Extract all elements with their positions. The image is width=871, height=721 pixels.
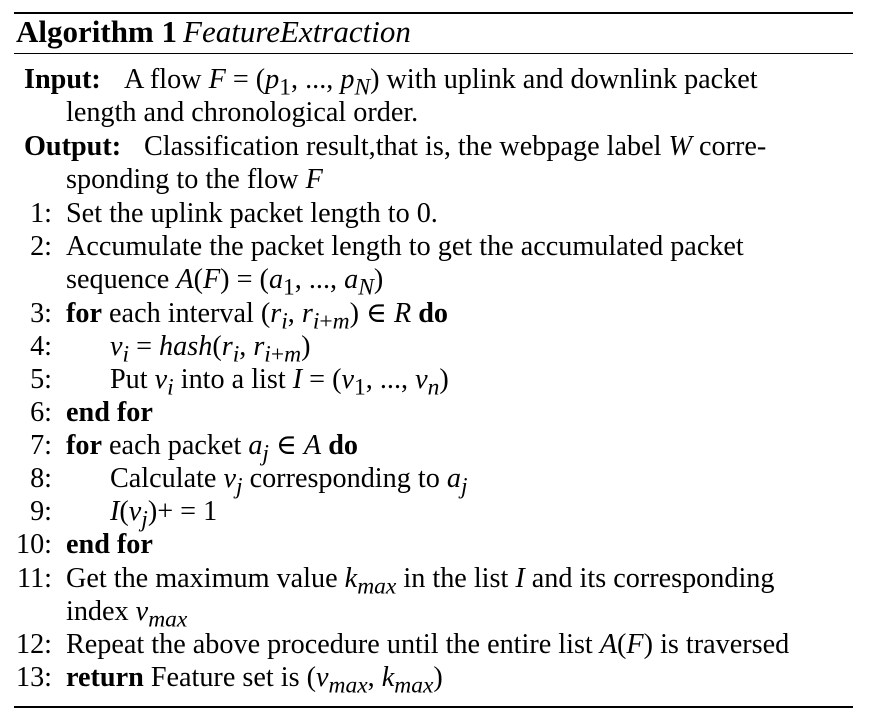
- title-rule: [14, 53, 853, 54]
- input-label: Input:: [24, 64, 101, 95]
- line-number: 9:: [30, 496, 52, 527]
- algorithm-name: FeatureExtraction: [183, 14, 411, 49]
- line-number: 8:: [30, 463, 52, 494]
- keyword-end-for: end for: [66, 397, 153, 428]
- step-text: I(vj)+ = 1: [110, 496, 218, 533]
- line-number: 5:: [30, 364, 52, 395]
- input-text-1: A flow F = (p1, ..., pN) with uplink and…: [124, 64, 758, 101]
- output-text-1: Classification result,that is, the webpa…: [144, 131, 767, 162]
- keyword-return: return: [66, 662, 144, 693]
- algorithm-label: Algorithm 1: [16, 14, 178, 49]
- step-text: Calculate vj corresponding to aj: [110, 463, 468, 500]
- line-number: 7:: [30, 430, 52, 461]
- top-rule: [14, 12, 853, 14]
- input-text-2: length and chronological order.: [66, 97, 419, 128]
- step-text: Set the uplink packet length to 0.: [66, 198, 438, 229]
- step-text: for each interval (ri, ri+m) ∈ R do: [66, 298, 449, 335]
- keyword-for: for: [66, 430, 102, 461]
- line-number: 2:: [30, 231, 52, 262]
- line-number: 13:: [15, 662, 52, 693]
- keyword-do: do: [328, 430, 358, 461]
- line-number: 11:: [17, 563, 52, 594]
- output-label: Output:: [24, 131, 122, 162]
- step-text-cont: index vmax: [66, 596, 188, 633]
- algorithm-title: Algorithm 1 FeatureExtraction: [16, 12, 411, 53]
- bottom-rule: [14, 706, 853, 708]
- line-number: 12:: [15, 629, 52, 660]
- step-text-cont: sequence A(F) = (a1, ..., aN): [66, 264, 384, 301]
- output-text-2: sponding to the flow F: [66, 164, 323, 195]
- step-text: return Feature set is (vmax, kmax): [66, 662, 443, 699]
- line-number: 6:: [30, 397, 52, 428]
- step-text: Put vi into a list I = (v1, ..., vn): [110, 364, 449, 401]
- step-text: Accumulate the packet length to get the …: [66, 231, 744, 262]
- line-number: 10:: [15, 529, 52, 560]
- step-text: Get the maximum value kmax in the list I…: [66, 563, 775, 600]
- keyword-do: do: [418, 298, 449, 329]
- step-text: for each packet aj ∈ A do: [66, 430, 358, 467]
- line-number: 1:: [30, 198, 52, 229]
- keyword-end-for: end for: [66, 529, 153, 560]
- line-number: 4:: [30, 331, 52, 362]
- step-text: vi = hash(ri, ri+m): [110, 331, 311, 368]
- step-text: Repeat the above procedure until the ent…: [66, 629, 790, 660]
- keyword-for: for: [66, 298, 102, 329]
- line-number: 3:: [30, 298, 52, 329]
